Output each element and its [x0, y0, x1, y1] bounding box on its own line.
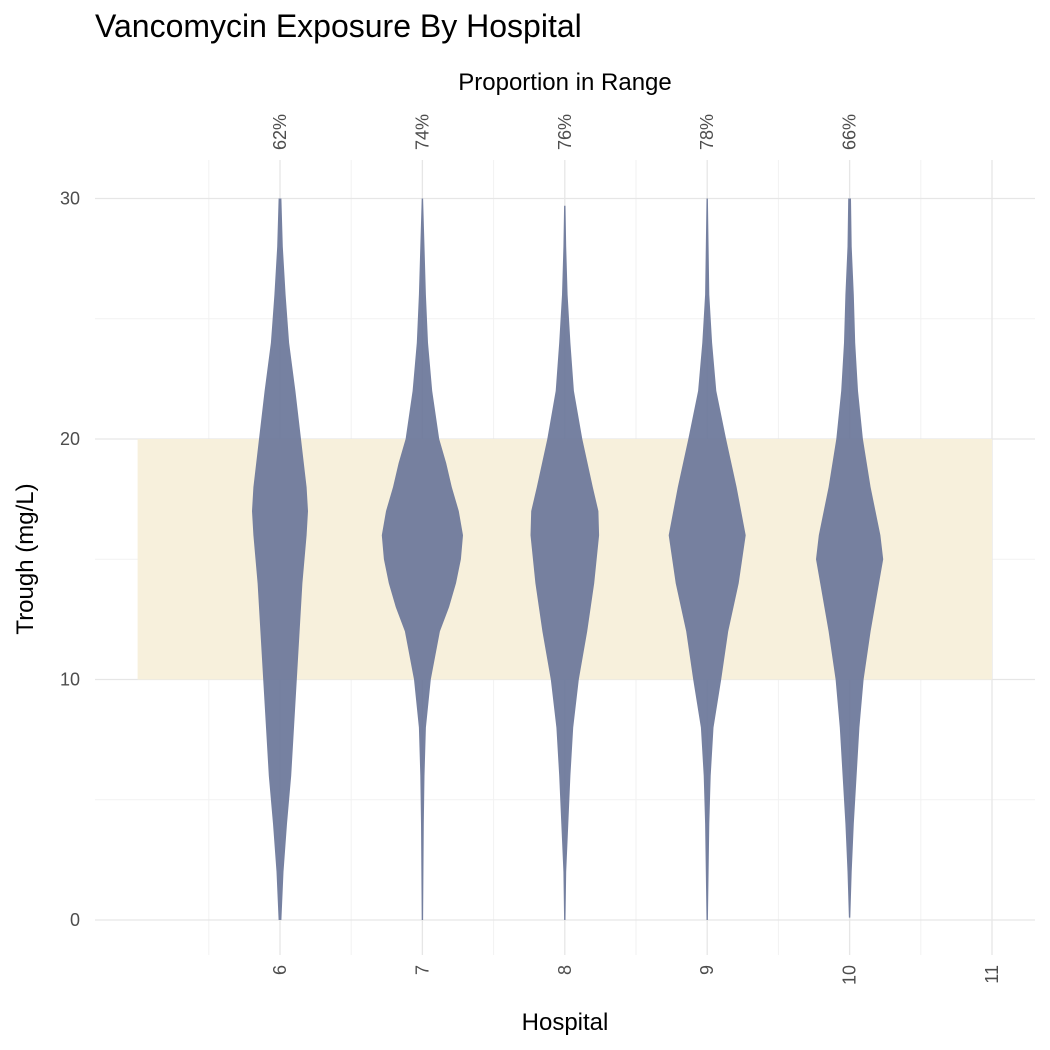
proportion-label: 76% [555, 114, 575, 150]
proportion-labels: 62% 74% 76% 78% 66% [270, 114, 860, 150]
violin-hospital-9 [668, 198, 746, 920]
x-axis-title: Hospital [522, 1009, 609, 1036]
proportion-label: 78% [697, 114, 717, 150]
x-tick-label: 8 [555, 965, 575, 975]
y-tick-label: 30 [60, 189, 80, 209]
chart-title: Vancomycin Exposure By Hospital [95, 8, 582, 44]
violin-hospital-6 [252, 198, 308, 920]
proportion-label: 74% [412, 114, 432, 150]
y-axis-ticks: 0 10 20 30 [60, 189, 80, 931]
x-tick-label: 9 [697, 965, 717, 975]
violin-hospital-10 [816, 198, 884, 918]
y-axis-title: Trough (mg/L) [12, 483, 39, 634]
x-tick-label: 10 [840, 965, 860, 985]
y-tick-label: 0 [70, 910, 80, 930]
secondary-x-axis-title: Proportion in Range [458, 69, 671, 96]
x-tick-label: 6 [270, 965, 290, 975]
violin-hospital-8 [530, 205, 600, 920]
violin-hospital-7 [381, 198, 463, 920]
violins [252, 198, 884, 920]
x-axis-ticks: 6 7 8 9 10 11 [270, 965, 1002, 985]
y-tick-label: 10 [60, 670, 80, 690]
proportion-label: 62% [270, 114, 290, 150]
proportion-label: 66% [840, 114, 860, 150]
x-tick-label: 11 [982, 965, 1002, 984]
y-tick-label: 20 [60, 429, 80, 449]
x-tick-label: 7 [412, 965, 432, 975]
